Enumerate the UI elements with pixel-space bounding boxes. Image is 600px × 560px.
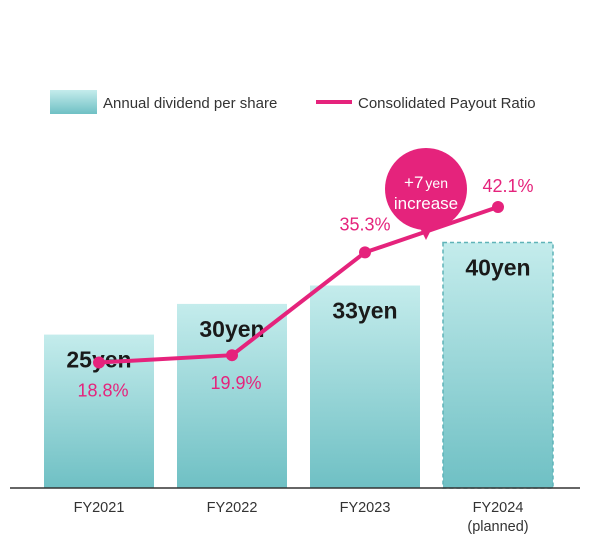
payout-ratio-point	[93, 356, 105, 369]
callout-line1: +7 yen	[404, 173, 448, 192]
x-tick-label: FY2024	[473, 500, 524, 516]
x-tick-label: FY2021	[74, 500, 125, 516]
x-tick-label: FY2023	[340, 500, 391, 516]
payout-ratio-label: 35.3%	[339, 214, 390, 234]
payout-ratio-label: 18.8%	[77, 381, 128, 401]
bars: 25yen30yen33yen40yen	[44, 241, 554, 489]
bar-fy2023	[310, 285, 420, 488]
legend-line-label: Consolidated Payout Ratio	[358, 95, 536, 112]
legend: Annual dividend per share Consolidated P…	[50, 90, 536, 114]
increase-callout: +7 yen increase	[385, 148, 467, 240]
payout-ratio-point	[492, 201, 504, 214]
payout-ratio-line	[98, 205, 499, 365]
x-tick-sublabel: (planned)	[467, 519, 528, 535]
x-tick-label: FY2022	[207, 500, 258, 516]
payout-ratio-point	[226, 349, 238, 362]
callout-pointer	[418, 224, 434, 240]
legend-bar-swatch	[50, 90, 97, 114]
x-axis-ticks: FY2021 FY2022 FY2023 FY2024 (planned)	[74, 500, 529, 535]
payout-ratio-label: 19.9%	[210, 373, 261, 393]
payout-ratio-label: 42.1%	[482, 176, 533, 196]
callout-line2: increase	[394, 194, 458, 213]
legend-bar-label: Annual dividend per share	[103, 95, 277, 112]
bar-fy2024	[442, 241, 554, 489]
callout-amount: +7	[404, 173, 423, 192]
bar-value-label: 33yen	[332, 298, 397, 324]
bar-fy2022	[177, 303, 287, 488]
callout-unit: yen	[425, 175, 448, 191]
bar-value-label: 40yen	[465, 255, 530, 281]
payout-ratio-series: 18.8% 19.9% 35.3% 42.1%	[77, 176, 533, 401]
payout-ratio-point	[359, 246, 371, 259]
callout-bubble	[385, 148, 467, 230]
